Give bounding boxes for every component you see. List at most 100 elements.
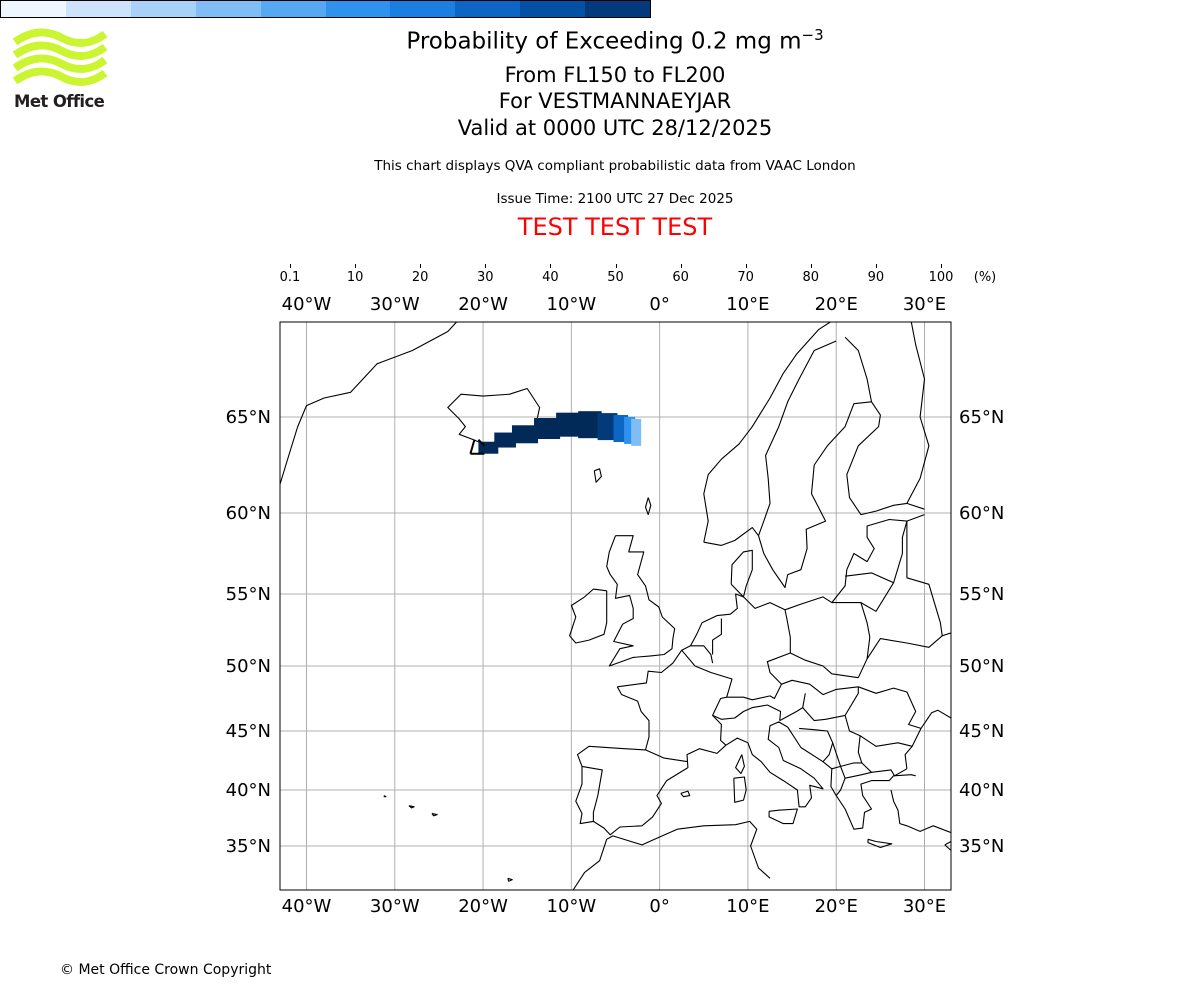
- lon-label-top: 20°W: [458, 294, 508, 315]
- border-bg-gr-tr: [861, 762, 908, 777]
- mallorca: [680, 790, 691, 798]
- colorbar-tick: [810, 264, 812, 268]
- colorbar-segment: [455, 1, 521, 17]
- denmark: [730, 549, 753, 598]
- faroe-islands: [593, 468, 602, 483]
- norway-coast: [703, 322, 832, 543]
- border-cz-pl: [790, 652, 859, 679]
- colorbar-tick: [420, 264, 422, 268]
- finland-coast: [846, 401, 925, 516]
- colorbar-segment: [325, 1, 391, 17]
- border-by-ru: [906, 521, 943, 636]
- test-banner: TEST TEST TEST: [517, 213, 713, 241]
- plume-cell: [534, 418, 561, 440]
- lon-label-bottom: 10°E: [726, 896, 769, 917]
- lon-label-bottom: 20°W: [458, 896, 508, 917]
- azores-1: [431, 812, 438, 817]
- colorbar-label: 20: [411, 270, 429, 285]
- lat-label-left: 60°N: [226, 503, 271, 524]
- plume-cell: [511, 425, 539, 444]
- title-exponent: −3: [801, 26, 824, 44]
- north-africa-coast: [572, 820, 771, 890]
- colorbar-tick: [615, 264, 617, 268]
- lon-label-bottom: 30°W: [370, 896, 420, 917]
- colorbar-segment: [520, 1, 586, 17]
- border-ch-it: [712, 704, 782, 721]
- shetland: [644, 497, 652, 516]
- probability-colorbar: [0, 0, 651, 18]
- colorbar-tick: [290, 264, 291, 268]
- colorbar-label: 50: [607, 270, 624, 285]
- colorbar-segment: [65, 1, 131, 17]
- lon-label-bottom: 20°E: [815, 896, 858, 917]
- colorbar-segment: [260, 1, 326, 17]
- lon-label-top: 30°W: [370, 294, 420, 315]
- border-fr-be-de: [681, 649, 733, 746]
- data-source-note: This chart displays QVA compliant probab…: [374, 158, 856, 174]
- border-nl-de: [712, 618, 722, 655]
- france-atlantic-coast: [616, 686, 650, 751]
- colorbar-segment: [585, 1, 651, 17]
- colorbar-label: 90: [867, 270, 885, 285]
- lon-label-top: 30°E: [903, 294, 946, 315]
- border-be-nl: [690, 645, 714, 664]
- lat-label-left: 35°N: [226, 836, 271, 857]
- lon-label-top: 20°E: [815, 294, 858, 315]
- border-de-ch-at: [726, 609, 791, 701]
- europe-north-coast: [617, 514, 925, 688]
- colorbar-segment: [130, 1, 196, 17]
- border-hu-hr-rs: [802, 686, 859, 722]
- colorbar-tick: [875, 264, 877, 268]
- lon-label-bottom: 30°E: [903, 896, 946, 917]
- sweden-norway-border: [757, 340, 837, 536]
- volcano-source-marker: [469, 439, 486, 455]
- colorbar-tick: [680, 264, 682, 268]
- colorbar-tick: [745, 264, 747, 268]
- chart-title: Probability of Exceeding 0.2 mg m−3: [406, 26, 824, 55]
- source-marker-lines: [469, 439, 486, 455]
- ireland-coast: [569, 588, 608, 644]
- flight-level-range: From FL150 to FL200: [504, 63, 726, 87]
- lon-label-top: 10°E: [726, 294, 769, 315]
- border-lt-by: [860, 582, 895, 612]
- corsica: [735, 754, 745, 775]
- lon-label-bottom: 0°: [649, 896, 669, 917]
- border-rs-ro: [840, 715, 863, 767]
- border-at-hu-si: [779, 693, 806, 722]
- colorbar-label: 100: [928, 270, 954, 285]
- plume-cell: [624, 416, 636, 444]
- lat-label-right: 65°N: [959, 407, 1004, 428]
- colorbar-segment: [1, 1, 66, 17]
- lon-label-top: 0°: [649, 294, 669, 315]
- lat-label-right: 50°N: [959, 656, 1004, 677]
- colorbar-label: 80: [802, 270, 820, 285]
- logo-wave: [12, 28, 108, 47]
- finland-russia-border: [906, 322, 930, 504]
- valid-time: Valid at 0000 UTC 28/12/2025: [457, 116, 773, 140]
- azores-2: [408, 805, 415, 809]
- lat-label-left: 45°N: [226, 721, 271, 742]
- border-balkans-2: [832, 742, 846, 796]
- turkey-coast: [890, 789, 951, 834]
- lon-label-top: 10°W: [547, 294, 597, 315]
- lat-label-right: 45°N: [959, 721, 1004, 742]
- colorbar-label: 30: [477, 270, 494, 285]
- lat-label-right: 35°N: [959, 836, 1004, 857]
- lat-label-left: 65°N: [226, 407, 271, 428]
- lat-label-right: 60°N: [959, 503, 1004, 524]
- met-office-logo-waves: [12, 28, 108, 86]
- iberia-coast: [575, 721, 916, 836]
- border-balkans-4: [831, 765, 841, 770]
- lon-label-bottom: 40°W: [282, 896, 332, 917]
- sardinia: [733, 776, 747, 803]
- lat-label-left: 55°N: [226, 584, 271, 605]
- copyright: © Met Office Crown Copyright: [60, 962, 272, 978]
- colorbar-segment: [195, 1, 261, 17]
- plume-cell: [556, 412, 583, 437]
- border-balkans-3: [844, 771, 872, 779]
- great-britain-coast: [606, 535, 676, 667]
- colorbar-segment: [390, 1, 456, 17]
- logo-wave: [12, 41, 108, 60]
- colorbar-tick: [485, 264, 487, 268]
